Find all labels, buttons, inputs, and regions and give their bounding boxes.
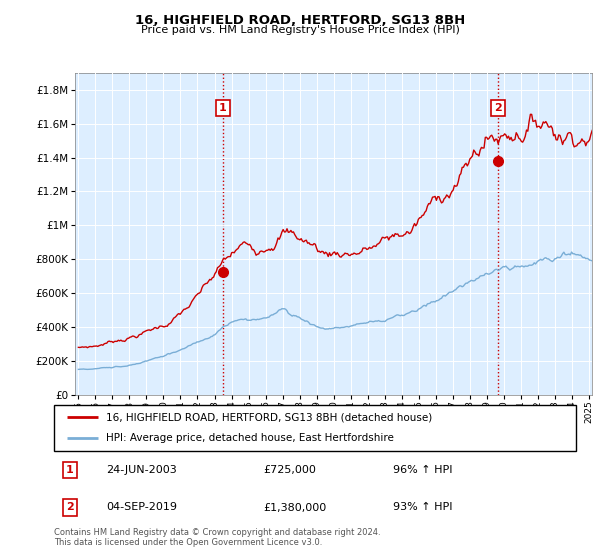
Text: 96% ↑ HPI: 96% ↑ HPI — [394, 465, 453, 475]
Text: 16, HIGHFIELD ROAD, HERTFORD, SG13 8BH: 16, HIGHFIELD ROAD, HERTFORD, SG13 8BH — [135, 14, 465, 27]
Text: 1: 1 — [66, 465, 74, 475]
Text: 16, HIGHFIELD ROAD, HERTFORD, SG13 8BH (detached house): 16, HIGHFIELD ROAD, HERTFORD, SG13 8BH (… — [106, 412, 433, 422]
Text: 2: 2 — [494, 103, 502, 113]
Text: 04-SEP-2019: 04-SEP-2019 — [106, 502, 177, 512]
Text: Contains HM Land Registry data © Crown copyright and database right 2024.
This d: Contains HM Land Registry data © Crown c… — [54, 528, 380, 547]
Text: 2: 2 — [66, 502, 74, 512]
Text: £725,000: £725,000 — [263, 465, 316, 475]
Text: 93% ↑ HPI: 93% ↑ HPI — [394, 502, 453, 512]
Text: Price paid vs. HM Land Registry's House Price Index (HPI): Price paid vs. HM Land Registry's House … — [140, 25, 460, 35]
Text: £1,380,000: £1,380,000 — [263, 502, 326, 512]
Text: HPI: Average price, detached house, East Hertfordshire: HPI: Average price, detached house, East… — [106, 433, 394, 444]
Text: 1: 1 — [219, 103, 227, 113]
Text: 24-JUN-2003: 24-JUN-2003 — [106, 465, 177, 475]
